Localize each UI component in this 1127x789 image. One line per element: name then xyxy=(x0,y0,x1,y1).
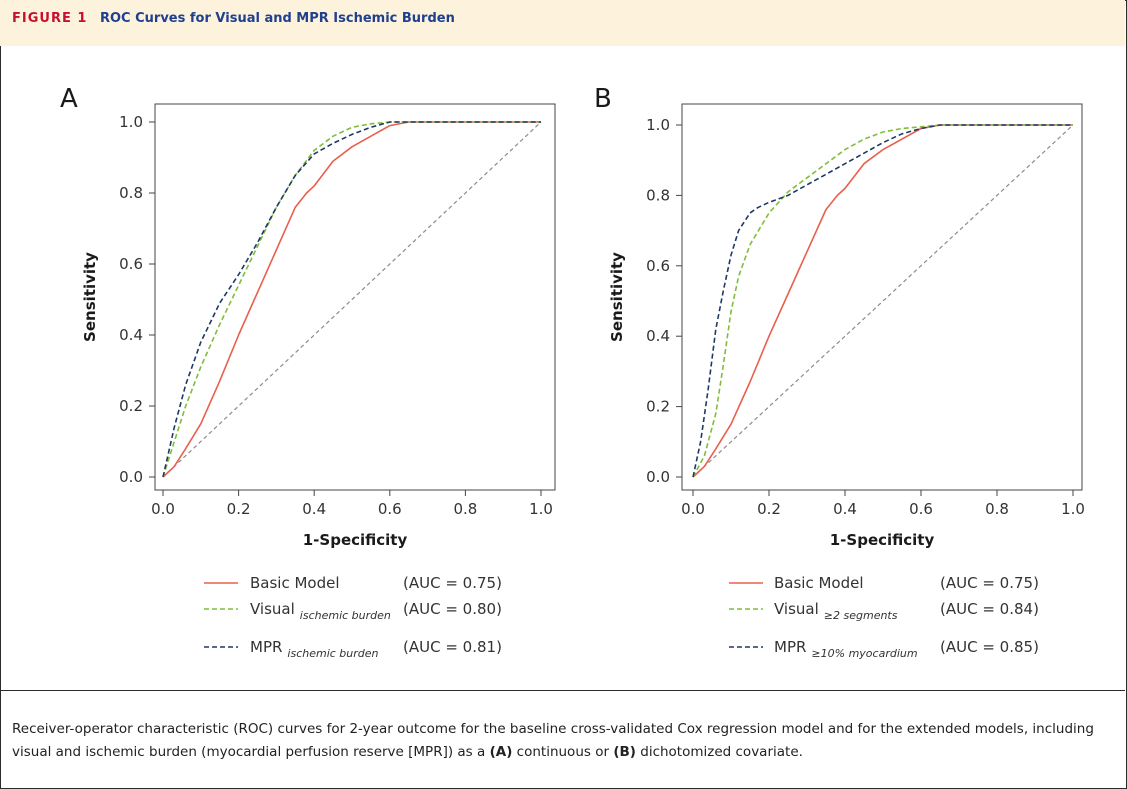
panel-b-ytick-label: 0.0 xyxy=(646,468,670,486)
panel-a-legend-auc-mpr: (AUC = 0.81) xyxy=(403,638,502,656)
panel-letter-b: B xyxy=(594,84,612,114)
panel-b-legend-subscript-visual: ≥2 segments xyxy=(824,609,898,622)
panel-a-xtick-label: 1.0 xyxy=(529,500,553,518)
panel-a-ytick-label: 0.8 xyxy=(119,184,143,202)
panel-b-xtick-label: 0.8 xyxy=(985,500,1009,518)
panel-a-legend-auc-basic: (AUC = 0.75) xyxy=(403,574,502,592)
panel-a-legend-label-mpr: MPR ischemic burden xyxy=(250,638,379,660)
panel-a-ytick-label: 0.2 xyxy=(119,397,143,415)
figure-header: FIGURE 1 ROC Curves for Visual and MPR I… xyxy=(0,0,1125,46)
panel-b-legend-label-mpr: MPR ≥10% myocardium xyxy=(774,638,918,660)
panel-a-xtick-label: 0.0 xyxy=(151,500,175,518)
panel-b-ytick-label: 0.4 xyxy=(646,327,670,345)
panel-a-series-mpr-line xyxy=(162,121,541,478)
caption-text-2: continuous or xyxy=(512,744,614,760)
figure-label: FIGURE 1 xyxy=(12,11,88,26)
panel-b-series-visual-line xyxy=(692,124,1073,478)
panel-a-ytick-label: 0.0 xyxy=(119,468,143,486)
panel-b-ytick-label: 0.6 xyxy=(646,257,670,275)
panel-a-legend-label-basic: Basic Model xyxy=(250,574,340,592)
panel-a-ytick-label: 0.6 xyxy=(119,255,143,273)
panel-b-legend-auc-visual: (AUC = 0.84) xyxy=(940,600,1039,618)
panel-b-x-axis-title: 1-Specificity xyxy=(830,531,935,549)
panel-a-ytick-label: 1.0 xyxy=(119,113,143,131)
panel-b-ytick-label: 0.2 xyxy=(646,398,670,416)
panel-a-y-axis-title: Sensitivity xyxy=(81,252,99,342)
panel-letter-a: A xyxy=(60,84,78,114)
panel-a-xtick-label: 0.6 xyxy=(378,500,402,518)
panel-b-legend-label-visual: Visual ≥2 segments xyxy=(774,600,898,622)
panel-b-legend-subscript-mpr: ≥10% myocardium xyxy=(811,647,917,660)
caption-text-1: Receiver-operator characteristic (ROC) c… xyxy=(12,721,1094,760)
panel-a-legend-label-visual: Visual ischemic burden xyxy=(250,600,391,622)
figure-title: ROC Curves for Visual and MPR Ischemic B… xyxy=(100,11,455,26)
caption-bold-b: (B) xyxy=(613,744,636,760)
panel-b-ytick-label: 0.8 xyxy=(646,186,670,204)
panel-a-plot-frame xyxy=(154,103,556,491)
panel-a-legend-subscript-visual: ischemic burden xyxy=(300,609,391,622)
panel-a-reference-line xyxy=(162,121,542,478)
panel-b-xtick-label: 0.0 xyxy=(681,500,705,518)
panel-b-reference-line xyxy=(692,124,1074,478)
panel-b-xtick-label: 0.4 xyxy=(833,500,857,518)
panel-a-xtick-label: 0.2 xyxy=(227,500,251,518)
panel-a-xtick-label: 0.8 xyxy=(453,500,477,518)
panel-b-series-mpr-line xyxy=(692,124,1073,478)
panel-b-xtick-label: 0.6 xyxy=(909,500,933,518)
figure-caption: Receiver-operator characteristic (ROC) c… xyxy=(12,718,1102,764)
panel-a-xtick-label: 0.4 xyxy=(302,500,326,518)
roc-charts: 0.0 0.2 0.4 0.6 0.8 1.0 0.0 0.2 0.4 0.6 0.8 1.0 1-Sp… xyxy=(81,103,1085,660)
panel-b-xtick-label: 0.2 xyxy=(757,500,781,518)
panel-a-legend-subscript-mpr: ischemic burden xyxy=(287,647,378,660)
panel-b-legend-label-basic: Basic Model xyxy=(774,574,864,592)
panel-b-ytick-label: 1.0 xyxy=(646,116,670,134)
caption-bold-a: (A) xyxy=(489,744,513,760)
panel-a-ytick-label: 0.4 xyxy=(119,326,143,344)
panel-b-legend-auc-basic: (AUC = 0.75) xyxy=(940,574,1039,592)
caption-divider xyxy=(0,690,1125,691)
caption-text-3: dichotomized covariate. xyxy=(635,744,803,760)
panel-a-x-axis-title: 1-Specificity xyxy=(303,531,408,549)
panel-b-legend-auc-mpr: (AUC = 0.85) xyxy=(940,638,1039,656)
panel-a-legend-auc-visual: (AUC = 0.80) xyxy=(403,600,502,618)
panel-b-xtick-label: 1.0 xyxy=(1061,500,1085,518)
panel-a-series-basic-line xyxy=(162,121,541,478)
panel-b-plot-frame xyxy=(681,103,1083,491)
panel-b-y-axis-title: Sensitivity xyxy=(608,252,626,342)
